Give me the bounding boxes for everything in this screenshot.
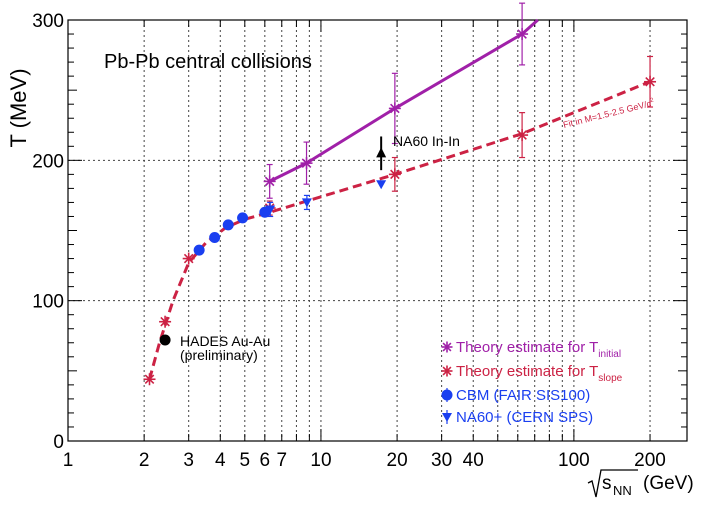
legend-label-initial: Theory estimate for T [456, 339, 598, 356]
point-star-0-0 [263, 175, 276, 188]
chart-title: Pb-Pb central collisions [104, 51, 312, 73]
star-stroke [517, 130, 527, 140]
grid [68, 20, 687, 441]
point-circle-2-1 [209, 232, 221, 244]
legend-item-cbm: CBM (FAIR SIS100) [441, 387, 590, 404]
point-star-1-0 [143, 373, 156, 386]
point-star-1-1 [159, 315, 172, 328]
x-tick-label: 2 [139, 450, 150, 471]
hades-label: HADES Au-Au [180, 333, 270, 349]
point-triangle-down-3-1 [301, 198, 312, 208]
legend-star-icon-initial [441, 341, 453, 353]
legend-sub-slope: slope [598, 373, 622, 384]
star-stroke [390, 103, 400, 114]
axis-ticks [68, 19, 687, 442]
legend-item-slope: Theory estimate for Tslope [441, 363, 623, 384]
x-tick-labels: 1 2 3 4 5 6 7 10 20 30 40 100 200 [63, 450, 666, 471]
na60-inin-marker [376, 136, 387, 171]
legend-circle-icon-cbm [441, 388, 453, 402]
x-tick-label: 6 [260, 450, 271, 471]
y-axis-title: T (MeV) [6, 68, 31, 147]
data-marks [143, 2, 657, 386]
legend-triangle [442, 413, 452, 422]
slope-fit-line [148, 80, 651, 380]
point-circle-2-3 [237, 212, 249, 224]
point-circle-4-0 [159, 334, 171, 346]
fit-range-text: Fit in M=1.5-2.5 GeV/c [562, 98, 653, 130]
point-star-0-2 [388, 102, 401, 115]
y-tick-label: 100 [32, 292, 64, 313]
x-tick-label: 4 [215, 450, 226, 471]
star-stroke [301, 158, 312, 168]
x-tick-label: 1 [63, 450, 74, 471]
y-tick-labels: 0 100 200 300 [32, 11, 64, 453]
legend-item-na60plus: NA60+ (CERN SPS) [442, 409, 593, 426]
legend: Theory estimate for Tinitial Theory esti… [441, 339, 623, 426]
point-star-1-6 [644, 75, 657, 88]
star-stroke [517, 29, 527, 39]
point-star-1-2 [182, 252, 195, 265]
fit-lines [148, 18, 651, 380]
legend-triangle-icon-na60plus [442, 410, 452, 424]
star-stroke [144, 374, 155, 385]
x-tick-label: 5 [240, 450, 251, 471]
svg-text:Theory estimate for Tslope: Theory estimate for Tslope [456, 363, 623, 384]
x-tick-label: 100 [558, 450, 590, 471]
na60-inin-label: NA60 In-In [393, 133, 460, 149]
point-star-1-5 [516, 129, 529, 142]
y-tick-label: 200 [32, 151, 64, 172]
fit-range-sup: 2 [650, 97, 655, 104]
x-axis-title: s NN (GeV) [587, 469, 694, 498]
x-tick-label: 200 [634, 450, 666, 471]
point-circle-2-2 [222, 219, 234, 231]
star-stroke [183, 253, 194, 264]
svg-text:Fit in M=1.5-2.5 GeV/c2: Fit in M=1.5-2.5 GeV/c2 [562, 97, 656, 130]
x-tick-label: 30 [431, 450, 452, 471]
x-tick-label: 40 [463, 450, 484, 471]
svg-text:Theory estimate for Tinitial: Theory estimate for Tinitial [456, 339, 621, 360]
x-tick-label: 20 [387, 450, 408, 471]
point-star-1-4 [388, 168, 401, 181]
legend-circle [441, 389, 453, 401]
star-stroke [390, 169, 400, 180]
x-axis-title-root: s [602, 473, 612, 494]
x-axis-title-unit: (GeV) [643, 473, 694, 494]
legend-label-cbm: CBM (FAIR SIS100) [456, 387, 590, 404]
x-tick-label: 7 [276, 450, 287, 471]
fit-range-label: Fit in M=1.5-2.5 GeV/c2 [562, 97, 656, 130]
sqrt-sign [587, 469, 638, 498]
x-tick-label: 10 [310, 450, 331, 471]
legend-star [441, 341, 453, 353]
legend-star [441, 365, 453, 377]
star-stroke [442, 342, 452, 352]
legend-label-na60plus: NA60+ (CERN SPS) [456, 409, 593, 426]
point-star-0-3 [516, 28, 529, 41]
star-stroke [264, 176, 275, 187]
point-triangle-down-3-0 [265, 205, 276, 215]
star-stroke [645, 76, 655, 87]
hades-sub-label: (preliminary) [180, 347, 258, 363]
star-stroke [442, 366, 452, 376]
y-tick-label: 300 [32, 11, 64, 32]
y-tick-label: 0 [53, 432, 64, 453]
star-stroke [160, 316, 170, 327]
point-triangle-down-3-2 [376, 180, 387, 190]
legend-label-slope: Theory estimate for T [456, 363, 598, 380]
point-circle-2-0 [193, 244, 205, 256]
legend-item-initial: Theory estimate for Tinitial [441, 339, 621, 360]
x-tick-label: 3 [183, 450, 194, 471]
x-axis-title-sub: NN [613, 483, 632, 498]
legend-sub-initial: initial [598, 349, 621, 360]
legend-star-icon-slope [441, 365, 453, 377]
na60-arrow-icon [376, 147, 387, 158]
point-star-0-1 [300, 157, 313, 170]
